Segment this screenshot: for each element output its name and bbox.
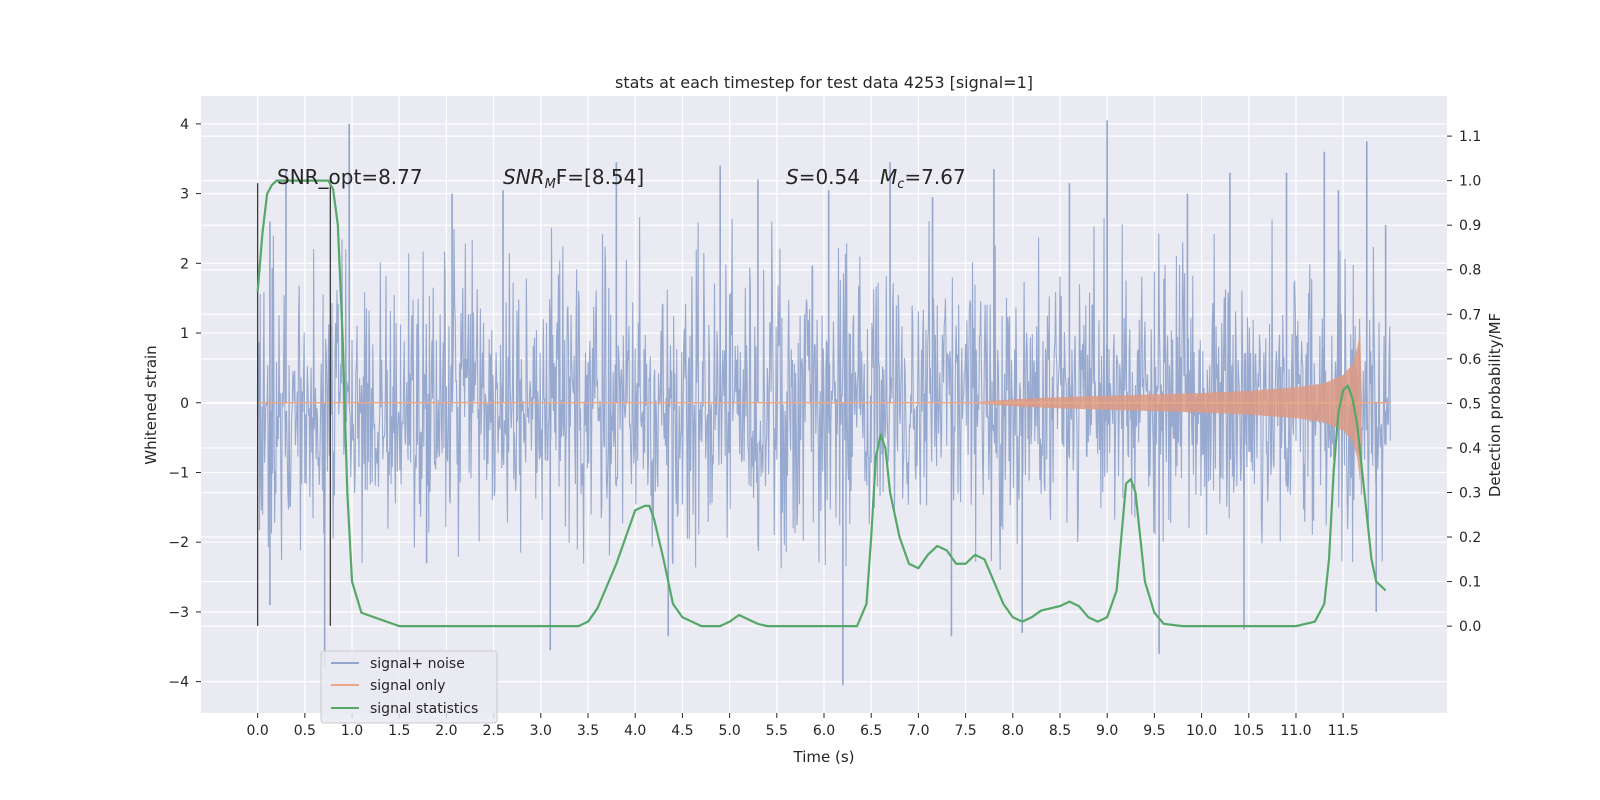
y-tick-label: −2 (168, 535, 189, 551)
x-axis-ticks: 0.0 0.5 1.0 1.5 2.0 2.5 3.0 3.5 4.0 4.5 5.0 5.5 6.0 6… (247, 713, 1359, 739)
annotation-snr-mf-label: SNR (503, 165, 545, 189)
x-tick-label: 10.5 (1233, 723, 1264, 739)
y2-tick-label: 0.2 (1459, 530, 1481, 546)
annotation-s: S=0.54 (786, 165, 860, 189)
x-tick-label: 0.0 (247, 723, 269, 739)
y2-axis-label: Detection probability/MF (1486, 313, 1504, 497)
legend-label-signal: signal only (370, 678, 445, 694)
y-tick-label: 4 (180, 117, 189, 133)
signal-only-series (257, 333, 1391, 483)
annotation-snr-opt: SNR_opt=8.77 (277, 165, 423, 189)
annotation-mc: Mc=7.67 (880, 165, 966, 192)
x-tick-label: 11.0 (1280, 723, 1311, 739)
annotation-snr-mf: SNRMF=[8.54] (503, 165, 644, 192)
y2-tick-label: 0.4 (1459, 441, 1481, 457)
x-tick-label: 6.0 (813, 723, 835, 739)
x-tick-label: 4.0 (624, 723, 646, 739)
y-tick-label: 2 (180, 256, 189, 272)
x-tick-label: 6.5 (860, 723, 882, 739)
signal-noise-series (257, 120, 1391, 686)
signal-only-envelope (257, 333, 1363, 483)
x-tick-label: 5.5 (766, 723, 788, 739)
x-tick-label: 9.5 (1143, 723, 1165, 739)
y2-tick-label: 0.6 (1459, 352, 1481, 368)
y2-tick-label: 1.1 (1459, 129, 1481, 145)
x-tick-label: 9.0 (1096, 723, 1118, 739)
legend: signal+ noise signal only signal statist… (320, 650, 498, 724)
y-tick-label: −1 (168, 465, 189, 481)
y2-tick-label: 0.5 (1459, 396, 1481, 412)
signal-statistics-series (256, 179, 1387, 628)
annotation-mc-label: M (880, 165, 897, 189)
x-tick-label: 7.5 (954, 723, 976, 739)
y-tick-label: −4 (168, 675, 189, 691)
x-tick-label: 2.0 (435, 723, 457, 739)
chart-title: stats at each timestep for test data 425… (615, 73, 1033, 92)
x-tick-label: 0.5 (294, 723, 316, 739)
x-tick-label: 2.5 (482, 723, 504, 739)
y2-tick-label: 0.9 (1459, 218, 1481, 234)
y-tick-label: 1 (180, 326, 189, 342)
annotation-snr-mf-sub: M (545, 177, 556, 192)
vertical-markers (256, 183, 331, 626)
signal-statistics-line (256, 179, 1387, 628)
y-tick-label: −3 (168, 605, 189, 621)
y2-tick-label: 1.0 (1459, 174, 1481, 190)
x-tick-label: 1.5 (388, 723, 410, 739)
x-tick-label: 3.5 (577, 723, 599, 739)
y2-tick-label: 0.7 (1459, 307, 1481, 323)
x-tick-label: 8.0 (1002, 723, 1024, 739)
x-tick-label: 3.0 (530, 723, 552, 739)
y2-tick-label: 0.1 (1459, 575, 1481, 591)
y-axis-ticks: −4 −3 −2 −1 0 1 2 3 4 (168, 117, 201, 691)
y2-tick-label: 0.3 (1459, 485, 1481, 501)
legend-label-stats: signal statistics (370, 701, 478, 717)
x-tick-label: 11.5 (1328, 723, 1359, 739)
x-tick-label: 1.0 (341, 723, 363, 739)
x-tick-label: 5.0 (718, 723, 740, 739)
y2-axis-ticks: 0.0 0.1 0.2 0.3 0.4 0.5 0.6 0.7 0.8 0.9 1.0 1.1 (1447, 129, 1481, 635)
x-tick-label: 10.0 (1186, 723, 1217, 739)
annotation-s-label: S (786, 165, 799, 189)
annotation-mc-value: =7.67 (904, 165, 965, 189)
annotation-s-value: =0.54 (799, 165, 860, 189)
x-tick-label: 7.0 (907, 723, 929, 739)
y2-tick-label: 0.0 (1459, 619, 1481, 635)
x-tick-label: 4.5 (671, 723, 693, 739)
legend-label-noise: signal+ noise (370, 656, 465, 672)
annotation-mc-sub: c (897, 177, 904, 192)
y-tick-label: 3 (180, 187, 189, 203)
legend-box (320, 650, 498, 724)
x-tick-label: 8.5 (1049, 723, 1071, 739)
x-axis-label: Time (s) (793, 748, 855, 766)
y-tick-label: 0 (180, 396, 189, 412)
y2-tick-label: 0.8 (1459, 263, 1481, 279)
y-axis-label: Whitened strain (142, 345, 160, 464)
annotation-snr-mf-rest: F=[8.54] (556, 165, 644, 189)
